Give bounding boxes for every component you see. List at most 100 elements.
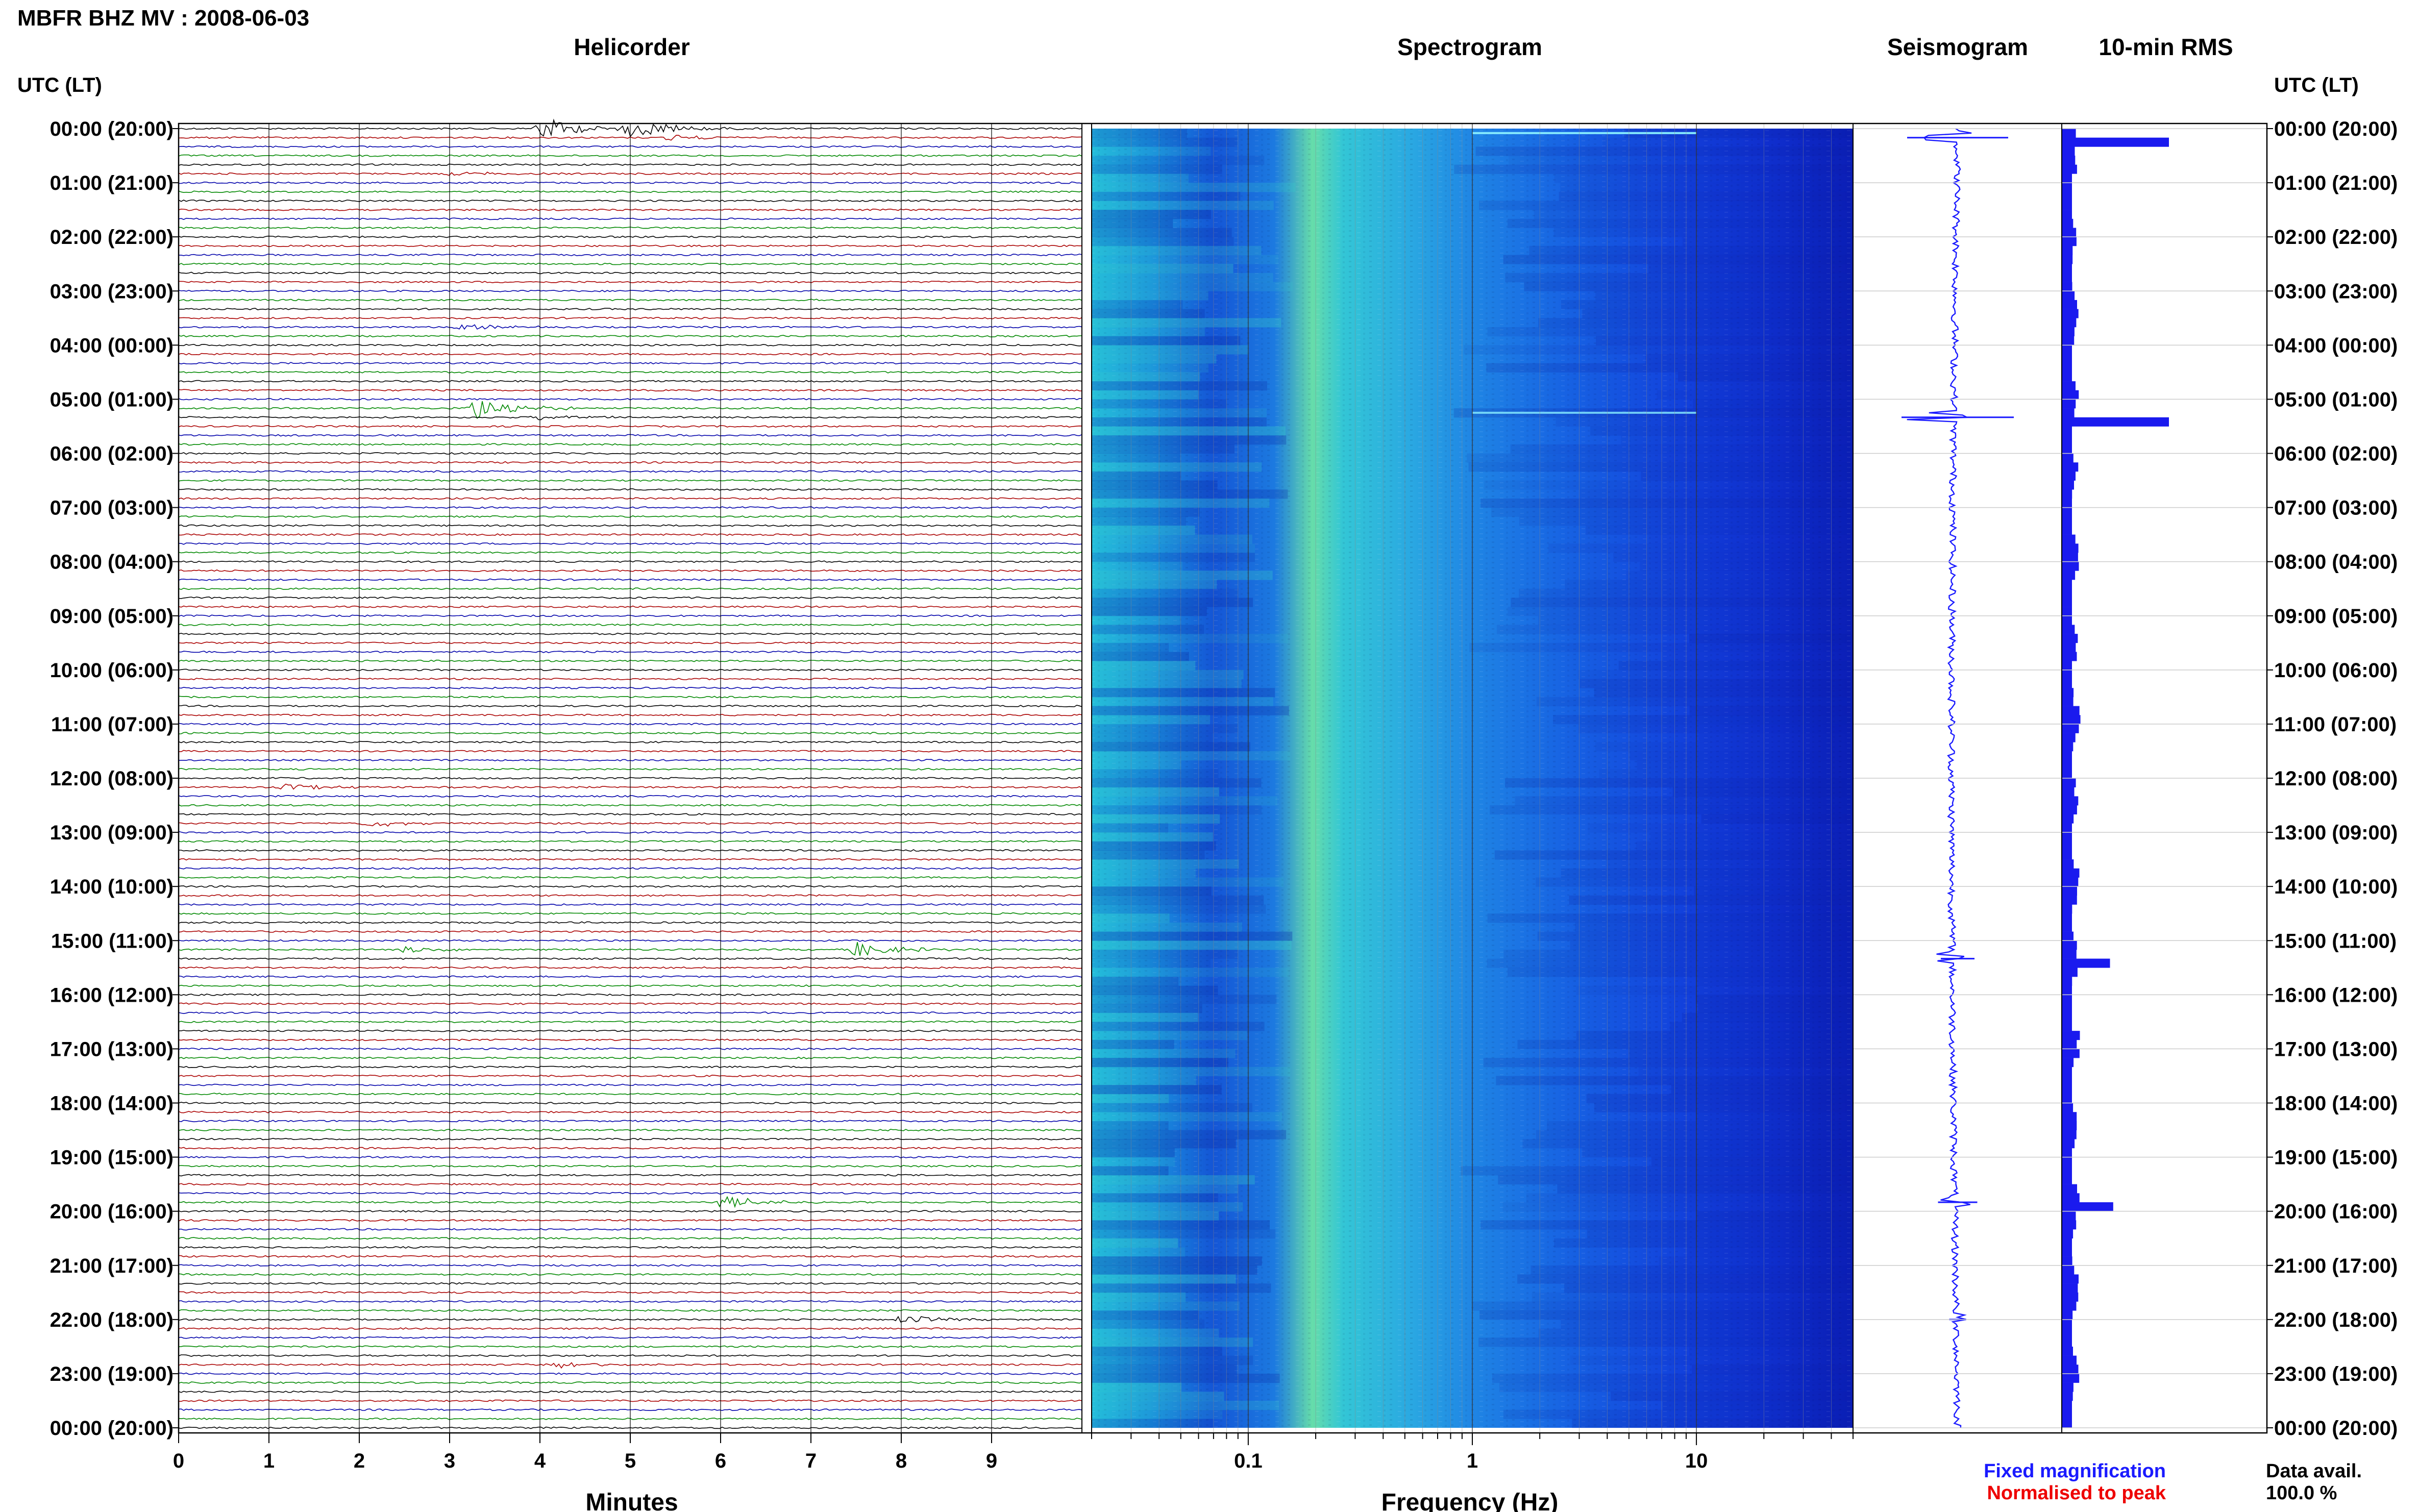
minute-tick-label: 6	[715, 1450, 726, 1472]
spectrogram-row-band	[1694, 886, 1853, 896]
rms-bar	[2062, 823, 2072, 833]
spectrogram-row-band	[1092, 534, 1252, 544]
spectrogram-row-band	[1578, 724, 1853, 734]
rms-bar	[2062, 1265, 2075, 1275]
spectrogram-row-band	[1483, 1058, 1853, 1068]
spectrogram-row-band	[1508, 607, 1853, 616]
time-label-right: 19:00 (15:00)	[2274, 1147, 2398, 1169]
spectrogram-row-band	[1092, 724, 1238, 734]
spectrogram-row-band	[1556, 417, 1853, 427]
spectrogram-row-band	[1565, 580, 1853, 589]
rms-bar	[2062, 814, 2074, 824]
rms-bar	[2062, 1049, 2080, 1058]
rms-bar	[2062, 1148, 2072, 1157]
spectrogram-row-band	[1092, 272, 1273, 283]
spectrogram-row-band	[1538, 1328, 1853, 1338]
minute-tick-label: 9	[986, 1450, 997, 1472]
spectrogram-row-band	[1651, 1157, 1853, 1167]
rms-bar	[2062, 1202, 2113, 1211]
rms-bar	[2062, 201, 2072, 210]
rms-bar	[2062, 444, 2072, 454]
spectrogram-row-band	[1092, 318, 1281, 328]
rms-bar	[2062, 453, 2074, 463]
spectrogram-row-band	[1498, 1175, 1853, 1185]
spectrogram-row-band	[1689, 634, 1853, 643]
spectrogram-row-band	[1092, 417, 1267, 427]
spectrogram-row-band	[1092, 1067, 1291, 1076]
rms-bar	[2062, 958, 2110, 968]
spectrogram-row-band	[1606, 859, 1853, 869]
time-label-right: 18:00 (14:00)	[2274, 1093, 2398, 1115]
time-label-left: 04:00 (00:00)	[50, 334, 174, 357]
rms-bar	[2062, 435, 2072, 445]
gridlines	[178, 122, 2268, 1434]
spectrogram-row-band	[1092, 1382, 1182, 1392]
rms-bar	[2062, 1301, 2077, 1311]
time-label-left: 19:00 (15:00)	[50, 1147, 174, 1169]
spectrogram-row-band	[1689, 1346, 1853, 1356]
time-label-right: 23:00 (19:00)	[2274, 1363, 2398, 1385]
rms-bar	[2062, 1355, 2077, 1365]
spectrogram-row-band	[1577, 670, 1853, 679]
time-label-left: 00:00 (20:00)	[50, 118, 174, 140]
spectrogram-row-band	[1092, 1139, 1236, 1149]
data-availability-value: 100.0 %	[2266, 1482, 2337, 1504]
spectrogram-x-axis-title: Frequency (Hz)	[1381, 1489, 1559, 1512]
spectrogram-row-band	[1554, 173, 1853, 183]
spectrogram-row-band	[1092, 1094, 1169, 1103]
time-label-left: 03:00 (23:00)	[50, 280, 174, 303]
spectrogram-row-band	[1092, 1031, 1247, 1040]
spectrogram-row-band	[1092, 444, 1235, 454]
spectrogram-row-band	[1696, 1112, 1853, 1122]
rms-bar	[2062, 1076, 2072, 1085]
spectrogram-row-band	[1092, 859, 1239, 869]
spectrogram-row-band	[1092, 489, 1288, 499]
rms-bar	[2062, 1337, 2072, 1347]
spectrogram-row-band	[1645, 354, 1853, 364]
spectrogram-row-band	[1092, 1085, 1222, 1095]
rms-bar	[2062, 670, 2072, 679]
spectrogram-row-band	[1092, 462, 1262, 472]
rms-bar	[2062, 760, 2072, 770]
spectrogram-row-band	[1092, 769, 1219, 779]
spectrogram-row-band	[1531, 1265, 1853, 1275]
spectrogram-row-band	[1641, 471, 1853, 481]
rms-bar	[2062, 264, 2072, 274]
rms-bar	[2062, 1310, 2073, 1320]
spectrogram-row-band	[1092, 137, 1238, 147]
frequency-tick-label: 0.1	[1234, 1450, 1263, 1472]
spectrogram-row-band	[1092, 453, 1180, 463]
rms-bar	[2062, 1373, 2080, 1383]
rms-bar	[2062, 1392, 2073, 1401]
rms-bar	[2062, 336, 2075, 345]
rms-bar	[2062, 1247, 2072, 1257]
rms-bar	[2062, 1193, 2080, 1203]
rms-bar	[2062, 985, 2072, 995]
spectrogram-row-band	[1092, 245, 1262, 255]
spectrogram-row-band	[1511, 598, 1853, 607]
spectrogram-row-band	[1554, 1238, 1853, 1248]
time-label-right: 04:00 (00:00)	[2274, 334, 2398, 357]
rms-bar	[2062, 480, 2074, 490]
spectrogram-row-band	[1092, 291, 1208, 301]
time-label-left: 14:00 (10:00)	[50, 876, 174, 898]
spectrogram-row-band	[1648, 534, 1853, 544]
minute-tick-label: 5	[625, 1450, 636, 1472]
spectrogram-row-band	[1092, 255, 1278, 264]
spectrogram-row-band	[1487, 958, 1853, 968]
spectrogram-row-band	[1092, 363, 1208, 373]
spectrogram-row-band	[1092, 1039, 1174, 1049]
rms-bar	[2062, 1067, 2072, 1076]
spectrogram-row-band	[1092, 1409, 1223, 1419]
spectrogram-row-band	[1553, 228, 1853, 237]
rms-bar	[2062, 1022, 2072, 1031]
rms-bar	[2062, 516, 2072, 526]
spectrogram-row-band	[1624, 129, 1853, 138]
spectrogram-row-band	[1522, 1139, 1853, 1149]
spectrogram-row-band	[1092, 354, 1217, 364]
spectrogram-row-band	[1092, 1283, 1271, 1293]
spectrogram-row-band	[1484, 480, 1853, 490]
spectrogram-row-band	[1092, 191, 1241, 201]
time-label-left: 17:00 (13:00)	[50, 1038, 174, 1060]
spectrogram-row-band	[1092, 598, 1253, 607]
